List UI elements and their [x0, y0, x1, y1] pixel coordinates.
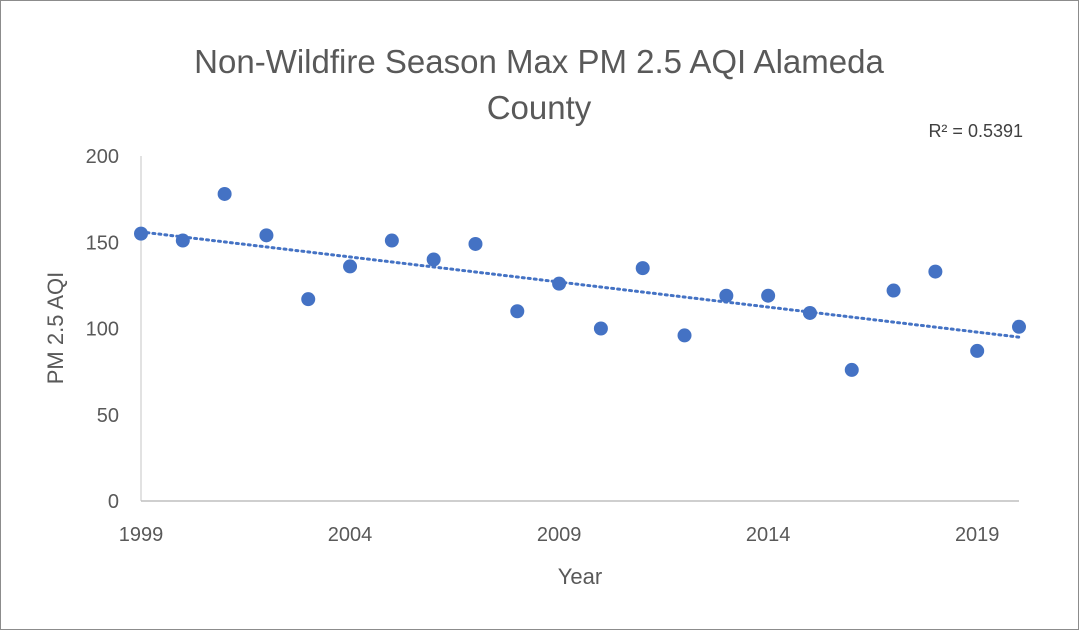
x-tick-label: 2019: [955, 524, 1000, 546]
data-point: [886, 283, 901, 298]
data-point: [552, 276, 567, 291]
data-point: [259, 228, 274, 243]
data-point: [384, 233, 399, 248]
data-point: [970, 343, 985, 358]
data-point: [426, 252, 441, 267]
y-tick-label: 0: [108, 491, 119, 513]
data-point: [635, 261, 650, 276]
data-point: [928, 264, 943, 279]
data-point: [301, 292, 316, 307]
data-point: [1012, 319, 1026, 334]
x-tick-label: 2009: [537, 524, 582, 546]
data-point: [217, 186, 232, 201]
data-point: [761, 288, 776, 303]
y-tick-label: 200: [86, 146, 119, 168]
x-tick-label: 2004: [328, 524, 373, 546]
trendline: [139, 230, 1021, 339]
x-tick-labels: 1999 2004 2009 2014 2019: [119, 524, 1000, 546]
data-points: [134, 186, 1026, 377]
data-point: [175, 233, 190, 248]
chart-title-line-1: Non-Wildfire Season Max PM 2.5 AQI Alame…: [194, 43, 884, 80]
y-tick-label: 50: [97, 405, 119, 427]
x-tick-label: 2014: [746, 524, 791, 546]
trendline-group: [139, 230, 1021, 339]
chart-title: Non-Wildfire Season Max PM 2.5 AQI Alame…: [194, 43, 884, 126]
y-tick-label: 100: [86, 319, 119, 341]
data-point: [468, 236, 483, 251]
data-point: [719, 288, 734, 303]
data-point: [510, 304, 525, 319]
y-tick-label: 150: [86, 232, 119, 254]
x-axis-title: Year: [558, 564, 602, 589]
y-axis-title: PM 2.5 AQI: [43, 272, 68, 385]
data-point: [677, 328, 692, 343]
data-point: [593, 321, 608, 336]
data-point: [844, 362, 859, 377]
x-tick-label: 1999: [119, 524, 164, 546]
data-point: [134, 226, 148, 241]
chart-title-line-2: County: [487, 89, 592, 126]
r-squared-label: R² = 0.5391: [928, 121, 1023, 141]
y-tick-labels: 0 50 100 150 200: [86, 146, 119, 513]
data-point: [343, 259, 358, 274]
data-point: [802, 305, 817, 320]
